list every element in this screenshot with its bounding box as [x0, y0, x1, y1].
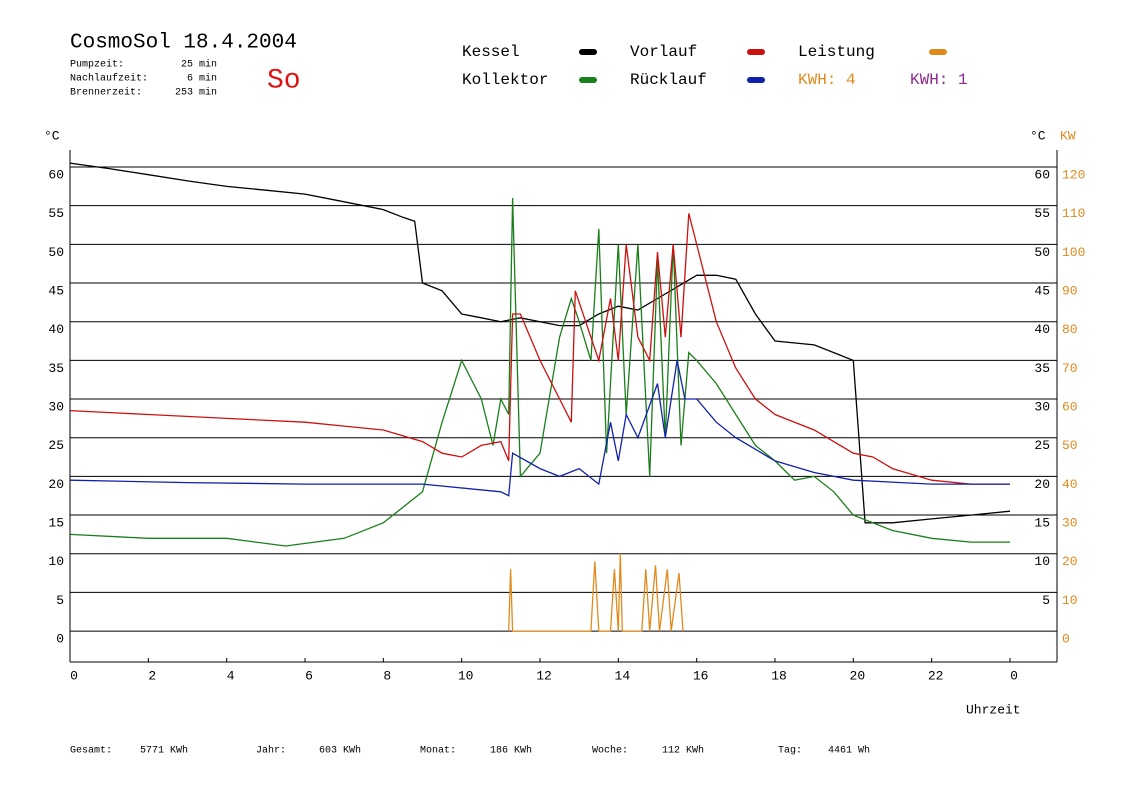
info-value: 25 min [181, 59, 217, 71]
y2-tick-label: 0 [1062, 632, 1070, 647]
x-tick-label: 18 [771, 668, 787, 683]
x-label: Uhrzeit [966, 702, 1021, 717]
y2-tick-label: 80 [1062, 322, 1078, 337]
series-line [69, 197, 1010, 547]
series-line [508, 553, 684, 632]
x-tick-label: 14 [615, 668, 631, 683]
info-label: Pumpzeit: [70, 59, 124, 71]
footer-label: Woche: [592, 745, 628, 757]
chart-title: CosmoSol 18.4.2004 [70, 32, 297, 55]
y-tick-label: 45 [48, 283, 64, 298]
footer-value: 4461 Wh [828, 745, 870, 757]
x-tick-label: 4 [227, 668, 235, 683]
info-label: Nachlaufzeit: [70, 73, 148, 85]
y-tick-label: 40 [48, 322, 64, 337]
y2-tick-label: 120 [1062, 167, 1085, 182]
y-tick-label: 35 [48, 361, 64, 376]
y-tick-label-right: 35 [1034, 361, 1050, 376]
y2-tick-label: 100 [1062, 245, 1085, 260]
y-tick-label-right: 40 [1034, 322, 1050, 337]
y-tick-label-right: 50 [1034, 245, 1050, 260]
footer-value: 112 KWh [662, 745, 704, 757]
series-line [69, 360, 1010, 497]
x-tick-label: 10 [458, 668, 474, 683]
legend-label: Kollektor [462, 71, 548, 89]
y-tick-label: 30 [48, 399, 64, 414]
y-label: °C [44, 128, 60, 143]
series-line [69, 213, 1010, 485]
grid [70, 166, 1057, 632]
info-value: 253 min [175, 87, 217, 99]
y2-tick-label: 40 [1062, 477, 1078, 492]
y-tick-label: 0 [56, 632, 64, 647]
legend-label: Vorlauf [630, 43, 697, 61]
y-tick-label: 25 [48, 438, 64, 453]
x-tick-label: 12 [536, 668, 552, 683]
kwh-label: KWH: 4 [798, 71, 856, 89]
footer-label: Tag: [778, 746, 802, 757]
y-tick-label-right: 5 [1042, 593, 1050, 608]
kwh-label: KWH: 1 [910, 71, 968, 89]
y2-tick-label: 50 [1062, 438, 1078, 453]
status: So [267, 65, 301, 96]
x-tick-label: 22 [928, 668, 944, 683]
x-tick-label: 16 [693, 668, 709, 683]
series-line [69, 162, 1011, 524]
y2-tick-label: 90 [1062, 283, 1078, 298]
y-tick-label-right: 25 [1034, 438, 1050, 453]
x-tick-label: 8 [383, 668, 391, 683]
y-tick-label: 60 [48, 167, 64, 182]
x-tick-label: 2 [148, 668, 156, 683]
legend-label: Leistung [798, 43, 875, 61]
y-tick-label-right: 30 [1034, 399, 1050, 414]
legend-label: Rücklauf [630, 71, 707, 89]
legend-label: Kessel [462, 43, 520, 61]
y2-tick-label: 10 [1062, 593, 1078, 608]
y2-tick-label: 30 [1062, 515, 1078, 530]
lines [69, 162, 1011, 632]
y2-tick-label: 70 [1062, 361, 1078, 376]
y-tick-label-right: 10 [1034, 554, 1050, 569]
y2-label-c: °C [1030, 128, 1046, 143]
footer-value: 603 KWh [319, 745, 361, 757]
y2-tick-label: 60 [1062, 399, 1078, 414]
footer-value: 5771 KWh [140, 745, 188, 757]
y2-label: KW [1060, 128, 1076, 143]
footer-label: Jahr: [256, 745, 286, 757]
footer-value: 186 KWh [490, 745, 532, 757]
x-tick-label: 0 [1010, 668, 1018, 683]
y-tick-label: 15 [48, 515, 64, 530]
y-tick-label: 50 [48, 245, 64, 260]
y2-tick-label: 110 [1062, 206, 1085, 221]
y-tick-label: 5 [56, 593, 64, 608]
x-tick-label: 20 [850, 668, 866, 683]
y-tick-label-right: 55 [1034, 206, 1050, 221]
x-tick-label: 6 [305, 668, 313, 683]
y-tick-label-right: 45 [1034, 283, 1050, 298]
y-tick-label: 55 [48, 206, 64, 221]
footer-label: Gesamt: [70, 746, 112, 757]
y-tick-label-right: 20 [1034, 477, 1050, 492]
y-tick-label-right: 60 [1034, 167, 1050, 182]
y-tick-label-right: 15 [1034, 515, 1050, 530]
info-value: 6 min [187, 73, 217, 85]
y-tick-label: 20 [48, 477, 64, 492]
info-label: Brennerzeit: [70, 87, 142, 99]
footer-label: Monat: [420, 746, 456, 757]
y2-tick-label: 20 [1062, 554, 1078, 569]
x-tick-label: 0 [70, 668, 78, 683]
y-tick-label: 10 [48, 554, 64, 569]
